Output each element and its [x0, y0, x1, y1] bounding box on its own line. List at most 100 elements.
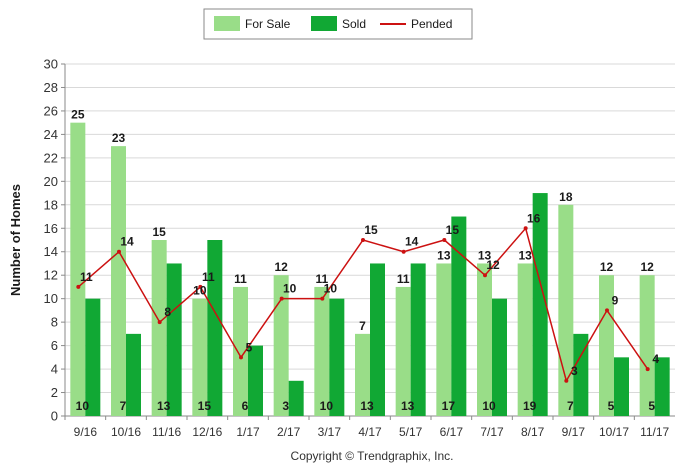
sold-label-4: 6 — [242, 399, 249, 413]
for-sale-label-2: 15 — [152, 225, 166, 239]
xtick-label-1: 10/16 — [111, 425, 141, 439]
xtick-label-7: 4/17 — [358, 425, 382, 439]
sold-label-7: 13 — [360, 399, 374, 413]
xtick-label-8: 5/17 — [399, 425, 423, 439]
legend-box — [203, 8, 473, 40]
sold-label-9: 17 — [442, 399, 456, 413]
sold-bar-12 — [573, 333, 589, 416]
for-sale-bar-10 — [477, 263, 492, 416]
for-sale-label-3: 10 — [193, 284, 207, 298]
xtick-label-10: 7/17 — [480, 425, 504, 439]
pended-label-2: 8 — [164, 305, 171, 319]
ytick-label-20: 20 — [44, 174, 58, 189]
ytick-label-6: 6 — [51, 338, 58, 353]
ytick-label-18: 18 — [44, 197, 58, 212]
sold-label-3: 15 — [198, 399, 212, 413]
pended-point-7 — [361, 238, 365, 242]
legend: For Sale Sold Pended — [203, 8, 473, 40]
pended-point-5 — [279, 296, 284, 301]
legend-swatch-sold — [311, 16, 337, 31]
sold-bar-1 — [126, 333, 141, 416]
for-sale-label-0: 25 — [71, 108, 85, 122]
for-sale-label-8: 11 — [397, 272, 410, 286]
sold-bar-13 — [614, 357, 629, 416]
for-sale-label-6: 11 — [315, 272, 328, 286]
for-sale-label-5: 12 — [274, 260, 288, 274]
xtick-label-9: 6/17 — [440, 425, 464, 439]
ytick-label-28: 28 — [44, 80, 58, 95]
for-sale-bar-3 — [192, 298, 208, 416]
legend-swatch-for-sale — [214, 16, 240, 31]
xtick-label-12: 9/17 — [562, 425, 586, 439]
for-sale-label-13: 12 — [600, 260, 614, 274]
ytick-label-30: 30 — [44, 57, 58, 72]
ytick-label-4: 4 — [51, 362, 58, 377]
ytick-label-10: 10 — [44, 291, 58, 306]
sold-bar-3 — [207, 240, 223, 416]
pended-point-1 — [117, 249, 121, 254]
sold-bar-9 — [451, 216, 467, 416]
legend-label-pended: Pended — [411, 17, 452, 31]
sold-bar-2 — [166, 263, 182, 416]
ytick-label-2: 2 — [51, 385, 58, 400]
legend-label-sold: Sold — [342, 17, 366, 31]
pended-label-12: 3 — [571, 364, 578, 378]
sold-label-13: 5 — [608, 399, 615, 413]
for-sale-bar-7 — [355, 333, 370, 416]
for-sale-label-14: 12 — [640, 260, 654, 274]
pended-label-3: 11 — [202, 270, 215, 284]
pended-point-4 — [239, 355, 243, 360]
xtick-label-4: 1/17 — [236, 425, 260, 439]
pended-label-11: 16 — [527, 211, 541, 225]
for-sale-bar-2 — [151, 240, 167, 416]
pended-label-9: 15 — [446, 223, 460, 237]
for-sale-bar-4 — [233, 286, 248, 416]
for-sale-label-11: 13 — [518, 248, 532, 262]
sold-label-10: 10 — [482, 399, 496, 413]
sold-bar-14 — [654, 357, 670, 416]
pended-label-5: 10 — [283, 282, 297, 296]
pended-point-14 — [645, 367, 650, 372]
sold-bar-4 — [248, 345, 263, 416]
sold-label-1: 7 — [120, 399, 127, 413]
xtick-label-6: 3/17 — [318, 425, 342, 439]
data-labels: 2510237151310151161231110713111313171310… — [71, 108, 659, 413]
for-sale-label-7: 7 — [359, 319, 366, 333]
pended-point-6 — [320, 296, 325, 301]
pended-point-2 — [157, 320, 162, 325]
x-axis-ticks: 9/16 10/16 11/16 12/16 1/17 2/17 3/17 4/17 5/17 6… — [64, 416, 670, 439]
pended-point-12 — [564, 378, 569, 383]
xtick-label-2: 11/16 — [152, 425, 181, 439]
pended-point-9 — [442, 238, 447, 242]
ytick-label-22: 22 — [44, 150, 58, 165]
xtick-label-14: 11/17 — [640, 425, 669, 439]
pended-label-13: 9 — [612, 293, 619, 307]
pended-label-10: 12 — [486, 258, 500, 272]
for-sale-bar-8 — [395, 286, 411, 416]
for-sale-bar-5 — [273, 275, 289, 416]
copyright-text: Copyright © Trendgraphix, Inc. — [291, 449, 454, 463]
pended-label-7: 15 — [364, 223, 378, 237]
for-sale-bar-0 — [70, 122, 86, 417]
ytick-label-26: 26 — [44, 103, 58, 118]
sold-bar-10 — [492, 298, 507, 416]
xtick-label-5: 2/17 — [277, 425, 301, 439]
for-sale-label-1: 23 — [112, 131, 126, 145]
sold-bar-5 — [288, 380, 304, 416]
sold-label-14: 5 — [648, 399, 655, 413]
sold-bar-11 — [532, 193, 548, 416]
ytick-label-8: 8 — [51, 315, 58, 330]
for-sale-label-9: 13 — [437, 248, 451, 262]
for-sale-bar-1 — [111, 146, 126, 416]
for-sale-label-10: 13 — [478, 248, 492, 262]
pended-point-3 — [198, 284, 203, 289]
xtick-label-13: 10/17 — [599, 425, 629, 439]
sold-label-6: 10 — [320, 399, 334, 413]
xtick-label-11: 8/17 — [521, 425, 545, 439]
for-sale-label-12: 18 — [559, 190, 573, 204]
for-sale-bar-9 — [436, 263, 452, 416]
sold-label-11: 19 — [523, 399, 537, 413]
for-sale-bar-14 — [639, 275, 655, 416]
